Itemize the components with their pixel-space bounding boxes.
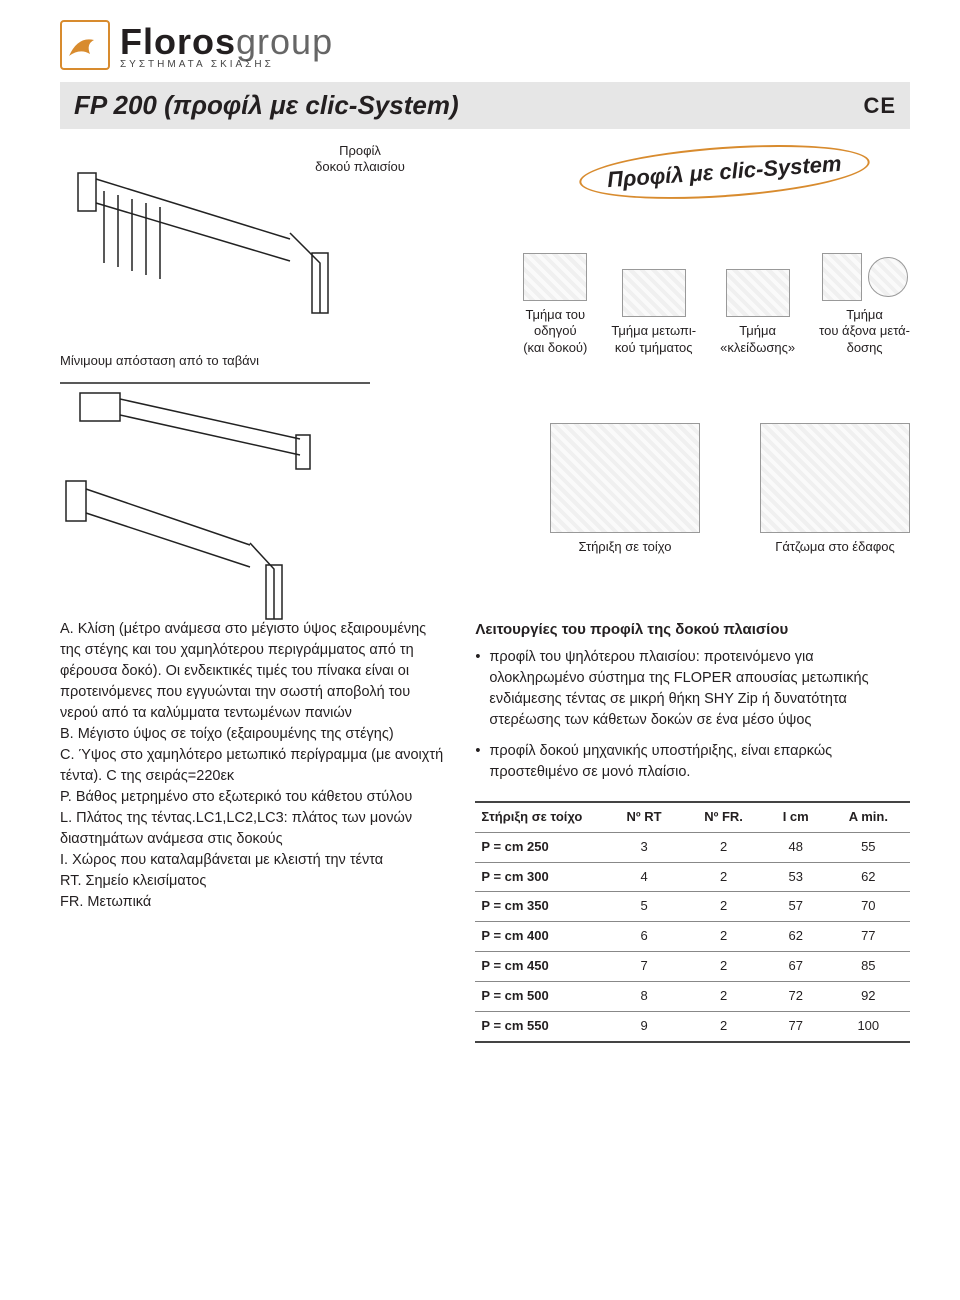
schematic-guide-section <box>523 253 587 301</box>
caption-lock-section: Τμήμα«κλείδωσης» <box>720 323 795 356</box>
definition-FR: FR. Μετωπικά <box>60 892 445 913</box>
table-cell: 53 <box>765 862 827 892</box>
schematic-axle-section-a <box>822 253 862 301</box>
table-cell: 2 <box>682 922 764 952</box>
table-cell: 4 <box>606 862 683 892</box>
definition-A: Α. Κλίση (μέτρο ανάμεσα στο μέγιστο ύψος… <box>60 619 445 724</box>
schematic-assembly-side <box>60 473 330 623</box>
table-row: P = cm 250324855 <box>475 832 910 862</box>
table-cell: 57 <box>765 892 827 922</box>
callout-clic-system: Προφίλ με clic-System <box>578 137 871 207</box>
table-cell: 100 <box>827 1011 910 1041</box>
content-columns: Α. Κλίση (μέτρο ανάμεσα στο μέγιστο ύψος… <box>60 619 910 1043</box>
definition-C: C. Ύψος στο χαμηλότερο μετωπικό περίγραμ… <box>60 745 445 787</box>
table-cell: 92 <box>827 981 910 1011</box>
caption-wall-mount: Στήριξη σε τοίχο <box>579 539 672 555</box>
table-cell: 9 <box>606 1011 683 1041</box>
th-3: I cm <box>765 802 827 832</box>
caption-beam-profile: Προφίλδοκού πλαισίου <box>310 143 410 176</box>
table-cell: P = cm 250 <box>475 832 605 862</box>
logo-subtitle: ΣΥΣΤΗΜΑΤΑ ΣΚΙΑΣΗΣ <box>120 59 333 70</box>
table-cell: 5 <box>606 892 683 922</box>
table-cell: 3 <box>606 832 683 862</box>
table-row: P = cm 5509277100 <box>475 1011 910 1041</box>
title-bar: FP 200 (προφίλ με clic-System) CE <box>60 82 910 129</box>
table-cell: 7 <box>606 952 683 982</box>
definition-B: Β. Μέγιστο ύψος σε τοίχο (εξαιρουμένης τ… <box>60 724 445 745</box>
functions-column: Λειτουργίες του προφίλ της δοκού πλαισίο… <box>475 619 910 1043</box>
spec-table: Στήριξη σε τοίχο Nº RT Nº FR. I cm A min… <box>475 801 910 1043</box>
th-0: Στήριξη σε τοίχο <box>475 802 605 832</box>
table-cell: 2 <box>682 1011 764 1041</box>
definition-L: L. Πλάτος της τέντας.LC1,LC2,LC3: πλάτος… <box>60 808 445 850</box>
table-cell: P = cm 450 <box>475 952 605 982</box>
profile-sections-row: Τμήμα τουοδηγού(και δοκού) Τμήμα μετωπι-… <box>523 253 910 356</box>
table-cell: 8 <box>606 981 683 1011</box>
table-cell: 6 <box>606 922 683 952</box>
table-cell: 2 <box>682 862 764 892</box>
table-cell: 77 <box>765 1011 827 1041</box>
table-cell: 70 <box>827 892 910 922</box>
logo-main-light: group <box>236 21 333 62</box>
logo-text: Florosgroup ΣΥΣΤΗΜΑΤΑ ΣΚΙΑΣΗΣ <box>120 21 333 70</box>
mounting-row: Στήριξη σε τοίχο Γάτζωμα στο έδαφος <box>550 423 910 555</box>
functions-list: προφίλ του ψηλότερου πλαισίου: προτεινόμ… <box>475 647 910 783</box>
table-cell: 55 <box>827 832 910 862</box>
table-row: P = cm 400626277 <box>475 922 910 952</box>
table-header-row: Στήριξη σε τοίχο Nº RT Nº FR. I cm A min… <box>475 802 910 832</box>
table-row: P = cm 350525770 <box>475 892 910 922</box>
table-cell: P = cm 500 <box>475 981 605 1011</box>
definition-RT: RT. Σημείο κλεισίματος <box>60 871 445 892</box>
th-2: Nº FR. <box>682 802 764 832</box>
functions-item-0: προφίλ του ψηλότερου πλαισίου: προτεινόμ… <box>475 647 910 731</box>
schematic-ceiling-clearance: Μίνιμουμ απόσταση από το ταβάνι <box>60 353 370 473</box>
table-cell: 62 <box>827 862 910 892</box>
caption-guide-section: Τμήμα τουοδηγού(και δοκού) <box>523 307 587 356</box>
table-row: P = cm 500827292 <box>475 981 910 1011</box>
caption-floor-anchor: Γάτζωμα στο έδαφος <box>775 539 895 555</box>
table-cell: 2 <box>682 952 764 982</box>
table-cell: 77 <box>827 922 910 952</box>
schematic-lock-section <box>726 269 790 317</box>
table-cell: P = cm 400 <box>475 922 605 952</box>
table-cell: 85 <box>827 952 910 982</box>
diagram-area: Προφίλδοκού πλαισίου Προφίλ με clic-Syst… <box>60 143 910 603</box>
caption-ceiling-min: Μίνιμουμ απόσταση από το ταβάνι <box>60 353 370 369</box>
table-cell: 2 <box>682 981 764 1011</box>
schematic-floor-anchor <box>760 423 910 533</box>
logo-main-bold: Floros <box>120 21 236 62</box>
ce-mark-icon: CE <box>863 93 896 119</box>
table-cell: 48 <box>765 832 827 862</box>
definition-I: Ι. Χώρος που καταλαμβάνεται με κλειστή τ… <box>60 850 445 871</box>
caption-front-section: Τμήμα μετωπι-κού τμήματος <box>611 323 696 356</box>
th-1: Nº RT <box>606 802 683 832</box>
table-cell: 2 <box>682 832 764 862</box>
table-cell: 62 <box>765 922 827 952</box>
table-cell: 72 <box>765 981 827 1011</box>
functions-item-1: προφίλ δοκού μηχανικής υποστήριξης, είνα… <box>475 741 910 783</box>
schematic-wall-mount <box>550 423 700 533</box>
caption-axle-section: Τμήματου άξονα μετά-δοσης <box>819 307 910 356</box>
schematic-front-section <box>622 269 686 317</box>
table-cell: P = cm 300 <box>475 862 605 892</box>
definition-P: P. Βάθος μετρημένο στο εξωτερικό του κάθ… <box>60 787 445 808</box>
functions-heading: Λειτουργίες του προφίλ της δοκού πλαισίο… <box>475 619 910 641</box>
page-title: FP 200 (προφίλ με clic-System) <box>74 90 459 121</box>
logo-bird-icon <box>60 20 110 70</box>
schematic-axle-section-b <box>868 257 908 297</box>
definitions-column: Α. Κλίση (μέτρο ανάμεσα στο μέγιστο ύψος… <box>60 619 445 1043</box>
table-cell: P = cm 550 <box>475 1011 605 1041</box>
table-cell: P = cm 350 <box>475 892 605 922</box>
table-row: P = cm 300425362 <box>475 862 910 892</box>
logo: Florosgroup ΣΥΣΤΗΜΑΤΑ ΣΚΙΑΣΗΣ <box>60 20 910 70</box>
th-4: A min. <box>827 802 910 832</box>
table-cell: 67 <box>765 952 827 982</box>
table-cell: 2 <box>682 892 764 922</box>
table-row: P = cm 450726785 <box>475 952 910 982</box>
